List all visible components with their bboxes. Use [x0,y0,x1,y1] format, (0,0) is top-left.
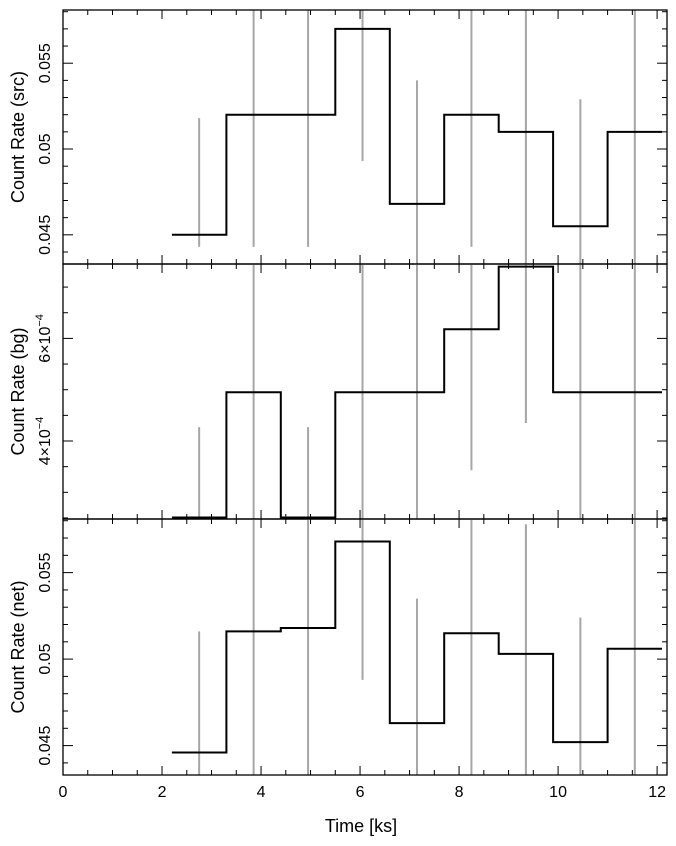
x-tick-label: 10 [549,784,567,801]
y-axis-label-src: Count Rate (src) [8,71,28,203]
y-tick-exponent: −4 [34,417,46,430]
x-axis-label: Time [ks] [325,816,397,836]
y-tick-label: 6×10−4 [34,314,54,363]
y-tick-label: 0.055 [37,43,54,83]
x-tick-label: 4 [257,784,266,801]
x-tick-label: 8 [455,784,464,801]
panel-net: 0.045 0.05 0.055 Count Rate (net) [8,518,668,776]
y-tick-label: 0.045 [37,725,54,765]
y-tick-mantissa: 4×10 [37,429,54,465]
x-tick-label: 2 [158,784,167,801]
x-tick-label: 12 [648,784,666,801]
y-tick-label: 0.05 [37,133,54,164]
y-axis-label-net: Count Rate (net) [8,580,28,713]
y-tick-exponent: −4 [34,314,46,327]
panel-frame-net [62,518,668,776]
y-tick-label: 0.055 [37,552,54,592]
y-tick-label: 4×10−4 [34,417,54,466]
y-tick-label: 0.045 [37,215,54,255]
step-line-net [171,540,662,754]
y-axis-label-bg: Count Rate (bg) [8,327,28,455]
y-tick-mantissa: 6×10 [37,327,54,363]
step-line-bg [171,265,662,519]
panel-src: 0.045 0.05 0.055 Count Rate (src) [8,9,668,265]
x-tick-label: 6 [356,784,365,801]
step-line-src [171,27,662,236]
x-tick-label: 0 [59,784,68,801]
x-axis: 0 2 4 6 8 10 12 [59,784,667,801]
y-tick-label: 0.05 [37,643,54,674]
